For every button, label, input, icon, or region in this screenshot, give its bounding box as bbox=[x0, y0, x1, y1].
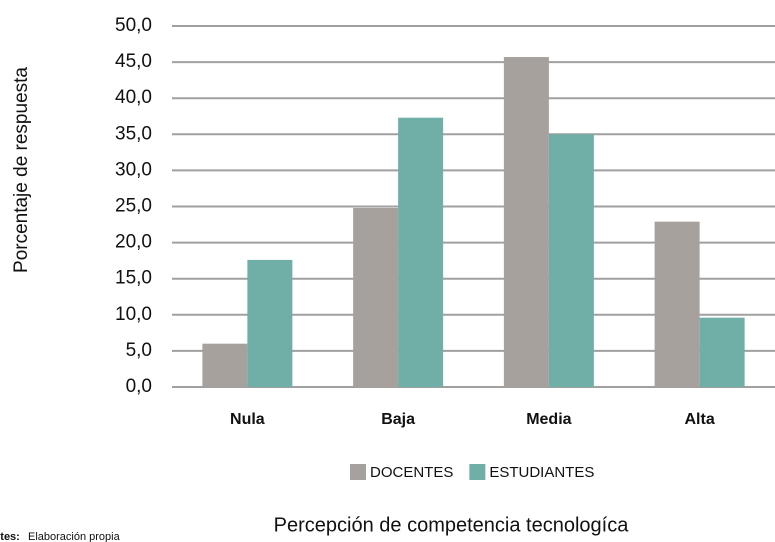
bar bbox=[503, 57, 549, 388]
bar bbox=[202, 343, 248, 387]
bar bbox=[353, 207, 399, 387]
legend-swatch bbox=[469, 464, 486, 480]
y-tick-label: 45,0 bbox=[115, 51, 152, 72]
bar bbox=[654, 221, 700, 387]
y-tick-label: 40,0 bbox=[115, 87, 152, 108]
y-tick-label: 5,0 bbox=[126, 340, 152, 361]
x-tick-label: Media bbox=[526, 411, 571, 428]
legend-swatch bbox=[350, 464, 366, 480]
x-tick-label: Alta bbox=[685, 411, 715, 428]
note-text: Elaboración propia bbox=[28, 531, 121, 542]
x-tick-label: Baja bbox=[381, 411, 415, 428]
x-tick-label: Nula bbox=[230, 411, 265, 428]
y-tick-label: 30,0 bbox=[115, 159, 152, 180]
bar bbox=[247, 259, 293, 387]
bar bbox=[398, 117, 444, 387]
bar bbox=[699, 317, 745, 387]
y-tick-label: 25,0 bbox=[115, 196, 152, 217]
y-tick-label: 35,0 bbox=[115, 123, 152, 144]
note-label: Fuentes: bbox=[0, 531, 20, 542]
x-axis-label: Percepción de competencia tecnologíca bbox=[274, 514, 630, 536]
y-axis-label: Porcentaje de respuesta bbox=[11, 67, 32, 273]
y-tick-label: 0,0 bbox=[126, 376, 152, 397]
y-tick-label: 50,0 bbox=[115, 15, 152, 36]
y-tick-label: 20,0 bbox=[115, 232, 152, 253]
bar bbox=[548, 134, 594, 387]
legend-label: ESTUDIANTES bbox=[489, 464, 594, 481]
y-tick-label: 10,0 bbox=[115, 304, 152, 325]
legend-label: DOCENTES bbox=[370, 464, 453, 481]
y-tick-label: 15,0 bbox=[115, 268, 152, 289]
